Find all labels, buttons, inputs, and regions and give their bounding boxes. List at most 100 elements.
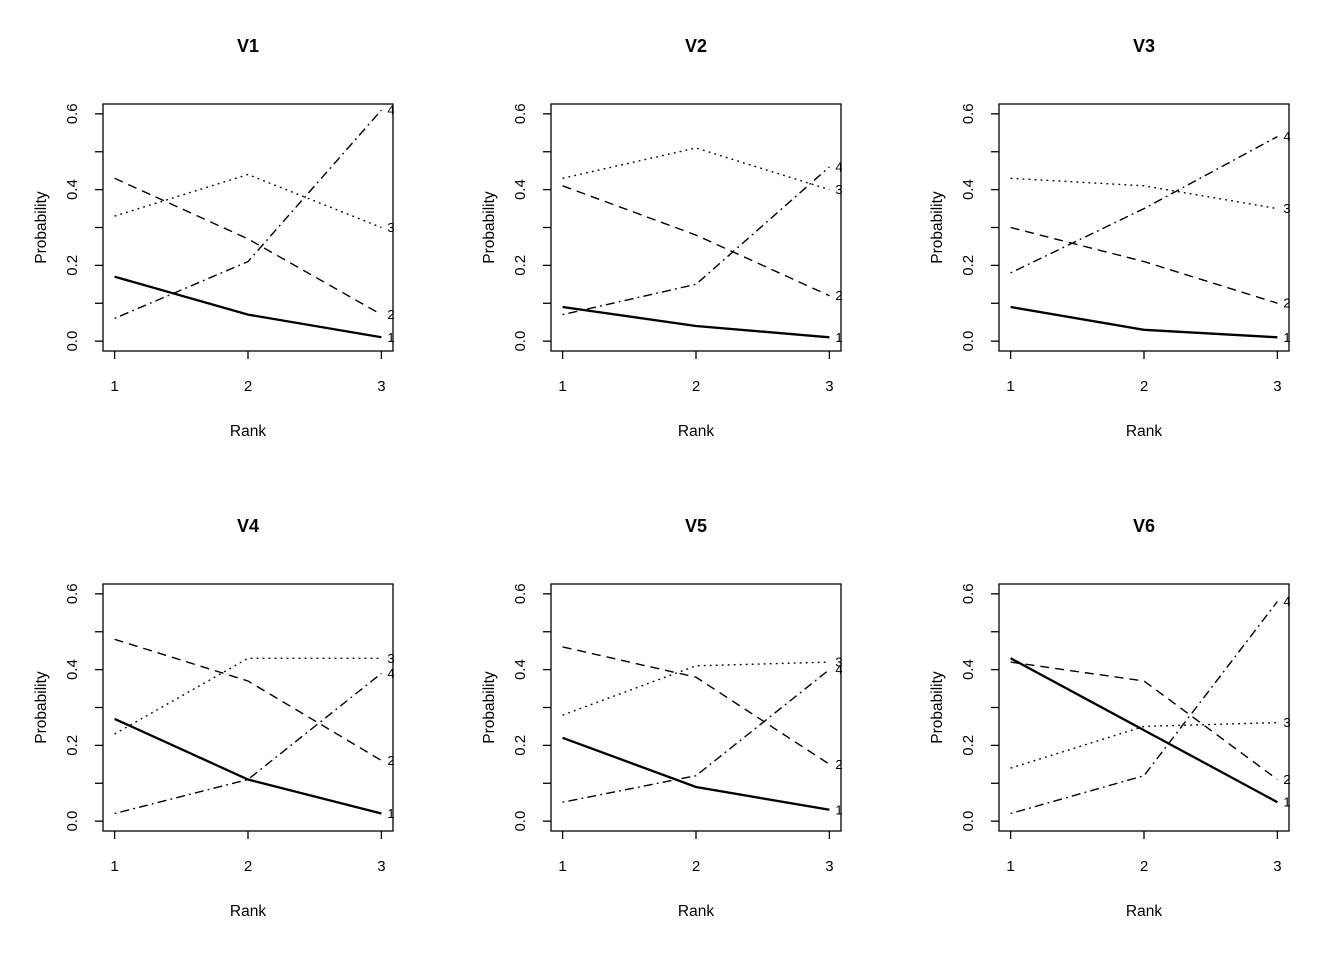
y-tick-label: 0.4 [960, 179, 977, 200]
x-tick-label: 2 [244, 378, 252, 395]
series-line-3 [1010, 177, 1278, 210]
series-end-label: 3 [387, 220, 394, 235]
series-line-1 [562, 736, 830, 811]
panel-v6: V6 1 2 3 0.0 0.2 0.4 0.6 Rank Probability 1 2 3 4 [896, 480, 1344, 960]
x-tick-label: 2 [1140, 378, 1148, 395]
chart-title: V4 [237, 516, 259, 536]
x-tick-label: 1 [1006, 858, 1014, 875]
series-end-label: 2 [835, 288, 842, 303]
series-line-2 [114, 638, 382, 762]
series-line-4 [562, 669, 830, 803]
x-axis-label: Rank [230, 423, 266, 440]
series-line-4 [1010, 601, 1278, 815]
x-tick-label: 3 [825, 378, 833, 395]
series-end-label: 3 [387, 651, 394, 666]
series-end-label: 4 [1283, 594, 1290, 609]
y-tick-label: 0.4 [64, 659, 81, 680]
y-tick-label: 0.0 [960, 331, 977, 352]
series-end-label: 2 [387, 753, 394, 768]
series-line-1 [1010, 305, 1278, 339]
x-tick-label: 2 [692, 858, 700, 875]
y-tick-label: 0.2 [64, 255, 81, 276]
x-tick-label: 1 [558, 858, 566, 875]
series-line-3 [114, 173, 382, 229]
series-end-label: 1 [835, 802, 842, 817]
series-line-4 [1010, 135, 1278, 274]
y-tick-label: 0.6 [512, 103, 529, 124]
series-line-2 [1010, 661, 1278, 781]
x-axis-label: Rank [1126, 903, 1162, 920]
panel-v3: V3 1 2 3 0.0 0.2 0.4 0.6 Rank Probability 1 2 3 4 [896, 0, 1344, 480]
y-tick-label: 0.0 [512, 811, 529, 832]
y-axis-label: Probability [929, 671, 946, 744]
plot-box [998, 103, 1290, 352]
y-tick-label: 0.2 [512, 735, 529, 756]
y-tick-label: 0.2 [512, 255, 529, 276]
x-tick-label: 3 [1273, 378, 1281, 395]
y-tick-label: 0.6 [512, 583, 529, 604]
panel-v5: V5 1 2 3 0.0 0.2 0.4 0.6 Rank Probability 1 2 3 4 [448, 480, 896, 960]
x-tick-label: 3 [1273, 858, 1281, 875]
series-line-4 [114, 109, 382, 320]
x-tick-label: 1 [110, 858, 118, 875]
y-tick-label: 0.2 [64, 735, 81, 756]
series-end-label: 1 [1283, 330, 1290, 345]
chart-v3: V3 1 2 3 0.0 0.2 0.4 0.6 Rank Probability 1 2 3 4 [929, 36, 1291, 440]
x-tick-label: 1 [1006, 378, 1014, 395]
series-line-3 [1010, 721, 1278, 769]
y-tick-label: 0.4 [64, 179, 81, 200]
series-end-label: 2 [835, 757, 842, 772]
y-tick-label: 0.6 [64, 103, 81, 124]
chart-v2: V2 1 2 3 0.0 0.2 0.4 0.6 Rank Probability 1 2 3 4 [481, 36, 843, 440]
series-end-label: 3 [835, 182, 842, 197]
y-axis-label: Probability [481, 191, 498, 264]
plot-box [550, 103, 842, 352]
series-end-label: 4 [387, 666, 394, 681]
x-tick-label: 3 [825, 858, 833, 875]
series-end-label: 2 [387, 307, 394, 322]
y-tick-label: 0.4 [512, 659, 529, 680]
x-axis-label: Rank [678, 423, 714, 440]
series-line-1 [1010, 657, 1278, 804]
series-end-label: 4 [387, 103, 394, 118]
series-line-3 [562, 147, 830, 191]
y-tick-label: 0.2 [960, 735, 977, 756]
y-axis-label: Probability [481, 671, 498, 744]
series-end-label: 4 [835, 662, 842, 677]
y-tick-label: 0.6 [64, 583, 81, 604]
x-axis-label: Rank [230, 903, 266, 920]
y-axis-label: Probability [929, 191, 946, 264]
chart-v1: V1 1 2 3 0.0 0.2 0.4 0.6 Rank Probability 1 2 3 4 [33, 36, 395, 440]
y-tick-label: 0.0 [960, 811, 977, 832]
x-tick-label: 1 [558, 378, 566, 395]
panel-v4: V4 1 2 3 0.0 0.2 0.4 0.6 Rank Probability 1 2 3 4 [0, 480, 448, 960]
series-end-label: 2 [1283, 772, 1290, 787]
plot-box [998, 583, 1290, 832]
chart-title: V1 [237, 36, 259, 56]
y-tick-label: 0.0 [64, 811, 81, 832]
series-line-2 [562, 185, 830, 297]
x-tick-label: 1 [110, 378, 118, 395]
panel-v1: V1 1 2 3 0.0 0.2 0.4 0.6 Rank Probability 1 2 3 4 [0, 0, 448, 480]
y-axis-label: Probability [33, 191, 50, 264]
x-axis-label: Rank [1126, 423, 1162, 440]
series-line-4 [562, 166, 830, 316]
series-line-3 [562, 661, 830, 716]
series-line-4 [114, 672, 382, 815]
series-end-label: 1 [387, 806, 394, 821]
series-line-1 [114, 275, 382, 339]
chart-title: V6 [1133, 516, 1155, 536]
series-end-label: 2 [1283, 296, 1290, 311]
series-end-label: 1 [835, 330, 842, 345]
x-tick-label: 3 [377, 378, 385, 395]
y-tick-label: 0.2 [960, 255, 977, 276]
panel-v2: V2 1 2 3 0.0 0.2 0.4 0.6 Rank Probability 1 2 3 4 [448, 0, 896, 480]
series-line-2 [114, 177, 382, 316]
x-tick-label: 3 [377, 858, 385, 875]
series-line-2 [562, 646, 830, 765]
series-end-label: 3 [1283, 715, 1290, 730]
y-tick-label: 0.6 [960, 583, 977, 604]
